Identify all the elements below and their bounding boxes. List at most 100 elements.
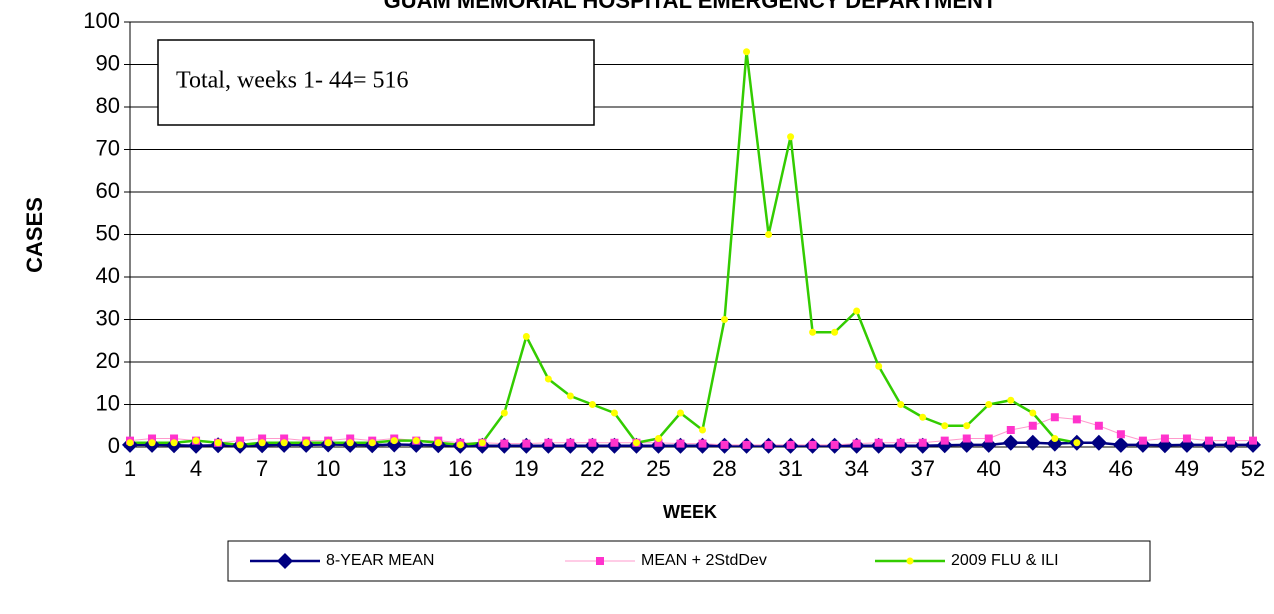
y-tick-label: 90 [96,50,120,75]
marker [566,392,574,400]
x-tick-label: 19 [514,456,538,481]
marker [808,440,817,449]
marker [456,441,464,449]
marker [786,440,795,449]
marker [1226,436,1235,445]
y-axis-label: CASES [22,197,47,273]
marker [1204,436,1213,445]
marker [148,439,156,447]
marker [962,434,971,443]
x-tick-label: 31 [778,456,802,481]
y-tick-label: 50 [96,220,120,245]
marker [1007,396,1015,404]
y-tick-label: 10 [96,390,120,415]
x-tick-label: 1 [124,456,136,481]
marker [478,439,486,447]
marker [1073,439,1081,447]
x-axis-label: WEEK [663,502,717,522]
x-tick-label: 7 [256,456,268,481]
marker [984,434,993,443]
marker [632,439,640,447]
marker [236,441,244,449]
marker [236,436,245,445]
marker [764,440,773,449]
marker [126,439,134,447]
marker [831,328,839,336]
x-tick-label: 16 [448,456,472,481]
marker [192,437,200,445]
marker [170,439,178,447]
marker [1029,409,1037,417]
marker [1116,430,1125,439]
y-tick-label: 70 [96,135,120,160]
marker [1094,421,1103,430]
marker [258,434,267,443]
marker [830,440,839,449]
marker [148,434,157,443]
marker [1024,434,1041,451]
y-tick-label: 20 [96,348,120,373]
marker [588,401,596,408]
marker [1182,434,1191,443]
marker [214,439,222,447]
marker [280,439,288,447]
legend-item: 8-YEAR MEAN [250,552,434,569]
y-tick-label: 30 [96,305,120,330]
marker [522,333,530,340]
marker [277,553,293,569]
y-tick-label: 80 [96,93,120,118]
marker [368,439,376,447]
marker [654,438,663,447]
y-tick-label: 60 [96,178,120,203]
annotation: Total, weeks 1- 44= 516 [176,68,408,94]
legend-label: 8-YEAR MEAN [326,552,434,569]
marker [963,422,971,430]
marker [610,409,618,417]
x-tick-label: 10 [316,456,340,481]
x-tick-label: 25 [646,456,670,481]
marker [940,436,949,445]
marker [1112,436,1129,453]
marker [324,439,332,447]
marker [346,439,354,447]
marker [897,401,905,408]
marker [588,438,597,447]
marker [985,401,993,408]
marker [918,438,927,447]
x-tick-label: 37 [910,456,934,481]
marker [544,438,553,447]
y-tick-label: 0 [108,433,120,458]
y-tick-label: 40 [96,263,120,288]
legend-label: 2009 FLU & ILI [951,552,1059,569]
marker [500,439,509,448]
marker [390,437,398,445]
marker [412,437,420,445]
y-tick-label: 100 [83,8,120,33]
marker [787,133,795,141]
marker [676,409,684,417]
marker [1160,434,1169,443]
chart-title: GUAM MEMORIAL HOSPITAL EMERGENCY DEPARTM… [384,0,997,13]
marker [596,557,604,565]
x-tick-label: 4 [190,456,202,481]
marker [346,434,355,443]
marker [919,413,927,421]
marker [852,439,861,448]
marker [1050,413,1059,422]
series-line [129,416,1253,446]
marker [654,435,662,442]
marker [434,439,442,447]
x-tick-label: 28 [712,456,736,481]
marker [1006,426,1015,434]
marker [1249,436,1257,445]
marker [500,409,508,417]
marker [1090,434,1107,451]
marker [853,307,861,315]
marker [875,362,883,370]
marker [874,438,883,447]
marker [906,557,914,565]
x-tick-label: 52 [1241,456,1265,481]
legend-item: 2009 FLU & ILI [875,552,1059,569]
marker [522,439,531,448]
